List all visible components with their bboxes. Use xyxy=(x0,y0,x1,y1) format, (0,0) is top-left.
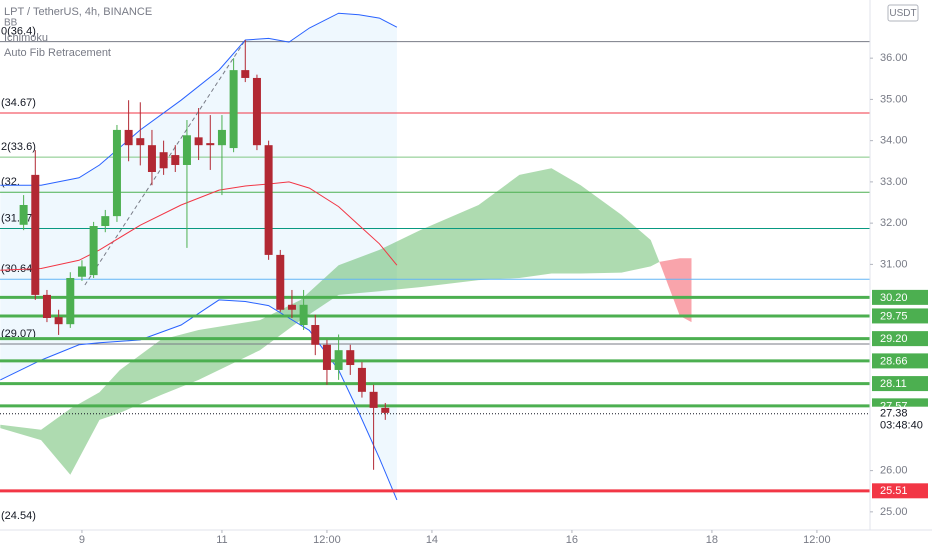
fib-label: (29.07) xyxy=(1,328,36,340)
fib-label: 0(36.4) xyxy=(1,26,36,38)
candle-body xyxy=(252,77,261,146)
plot: 0(36.4)(34.67)2(33.6)(32.(31.87(30.64(29… xyxy=(0,12,870,522)
candle-body xyxy=(54,317,63,325)
level-label-box xyxy=(872,289,928,305)
candle-body xyxy=(229,70,238,149)
level-label: 28.11 xyxy=(880,378,907,390)
level-label-box xyxy=(872,483,928,499)
y-tick-label: 25.00 xyxy=(880,506,908,518)
candle-body xyxy=(66,277,75,325)
level-label: 30.20 xyxy=(880,292,908,304)
y-tick-label: 32.00 xyxy=(880,217,908,229)
candle-body xyxy=(101,216,110,227)
candle-body xyxy=(357,367,366,392)
candle-body xyxy=(206,143,215,146)
bb-lower xyxy=(0,299,398,501)
candle-body xyxy=(194,137,203,146)
x-tick-label: 9 xyxy=(79,534,85,546)
currency[interactable]: USDT xyxy=(889,8,916,19)
candle-body xyxy=(381,407,390,413)
level-label-box xyxy=(872,376,928,392)
fib-label: (34.67) xyxy=(1,97,36,109)
level-label: 25.51 xyxy=(880,485,908,497)
candle-body xyxy=(124,129,133,146)
candle-body xyxy=(89,226,98,276)
level-label: 28.66 xyxy=(880,355,908,367)
candle-body xyxy=(171,155,180,165)
chart-title: LPT / TetherUS, 4h, BINANCE xyxy=(4,6,152,18)
ichimoku-cloud xyxy=(0,168,660,475)
candle-body xyxy=(322,344,331,370)
candle-body xyxy=(217,129,226,146)
candle-body xyxy=(369,391,378,408)
y-tick-label: 31.00 xyxy=(880,258,908,270)
y-tick-label: 35.00 xyxy=(880,93,908,105)
candle-body xyxy=(264,145,273,255)
candle-body xyxy=(112,129,121,217)
last-price-label: 27.38 xyxy=(880,408,908,420)
bb-fill xyxy=(0,13,397,500)
candle-body xyxy=(299,304,308,326)
candle-body xyxy=(334,350,343,370)
candle-body xyxy=(241,70,250,78)
candle-body xyxy=(287,304,296,310)
level-label: 29.75 xyxy=(880,310,908,322)
candle-body xyxy=(346,350,355,366)
fib-label: 2(33.6) xyxy=(1,141,36,153)
y-tick-label: 36.00 xyxy=(880,52,908,64)
indicator: Ichimoku xyxy=(4,32,48,44)
indicator: Auto Fib Retracement xyxy=(4,47,111,59)
fib-label: (32. xyxy=(1,176,20,188)
last-price-box xyxy=(872,406,930,433)
x-tick-label: 18 xyxy=(706,534,718,546)
bb-upper xyxy=(0,12,398,186)
countdown: 03:48:40 xyxy=(880,420,923,432)
indicator: BB xyxy=(4,18,18,29)
y-tick-label: 33.00 xyxy=(880,176,908,188)
candle-body xyxy=(147,145,156,172)
y-tick-label: 34.00 xyxy=(880,135,908,147)
y-tick-label: 26.00 xyxy=(880,465,908,477)
currency-box[interactable] xyxy=(887,4,919,22)
x-tick-label: 12:00 xyxy=(803,534,831,546)
candle-body xyxy=(31,174,40,295)
x-tick-label: 12:00 xyxy=(313,534,341,546)
candle-body xyxy=(276,254,285,310)
fib-label: (24.54) xyxy=(1,510,36,522)
level-label-box xyxy=(872,353,928,369)
candle-body xyxy=(42,294,51,318)
level-label-box xyxy=(872,308,928,324)
x-tick-label: 14 xyxy=(426,534,438,546)
candle-body xyxy=(182,135,191,165)
level-label-box xyxy=(872,331,928,347)
x-tick-label: 11 xyxy=(216,534,227,546)
candle-body xyxy=(19,204,28,225)
candle-body xyxy=(159,152,168,169)
x-tick-label: 16 xyxy=(566,534,578,546)
candle-body xyxy=(77,266,86,277)
bb-middle xyxy=(0,181,398,271)
ichimoku-cloud-bearish xyxy=(659,258,692,323)
candle-body xyxy=(136,138,145,146)
level-label: 29.20 xyxy=(880,333,908,345)
candle-body xyxy=(311,325,320,345)
